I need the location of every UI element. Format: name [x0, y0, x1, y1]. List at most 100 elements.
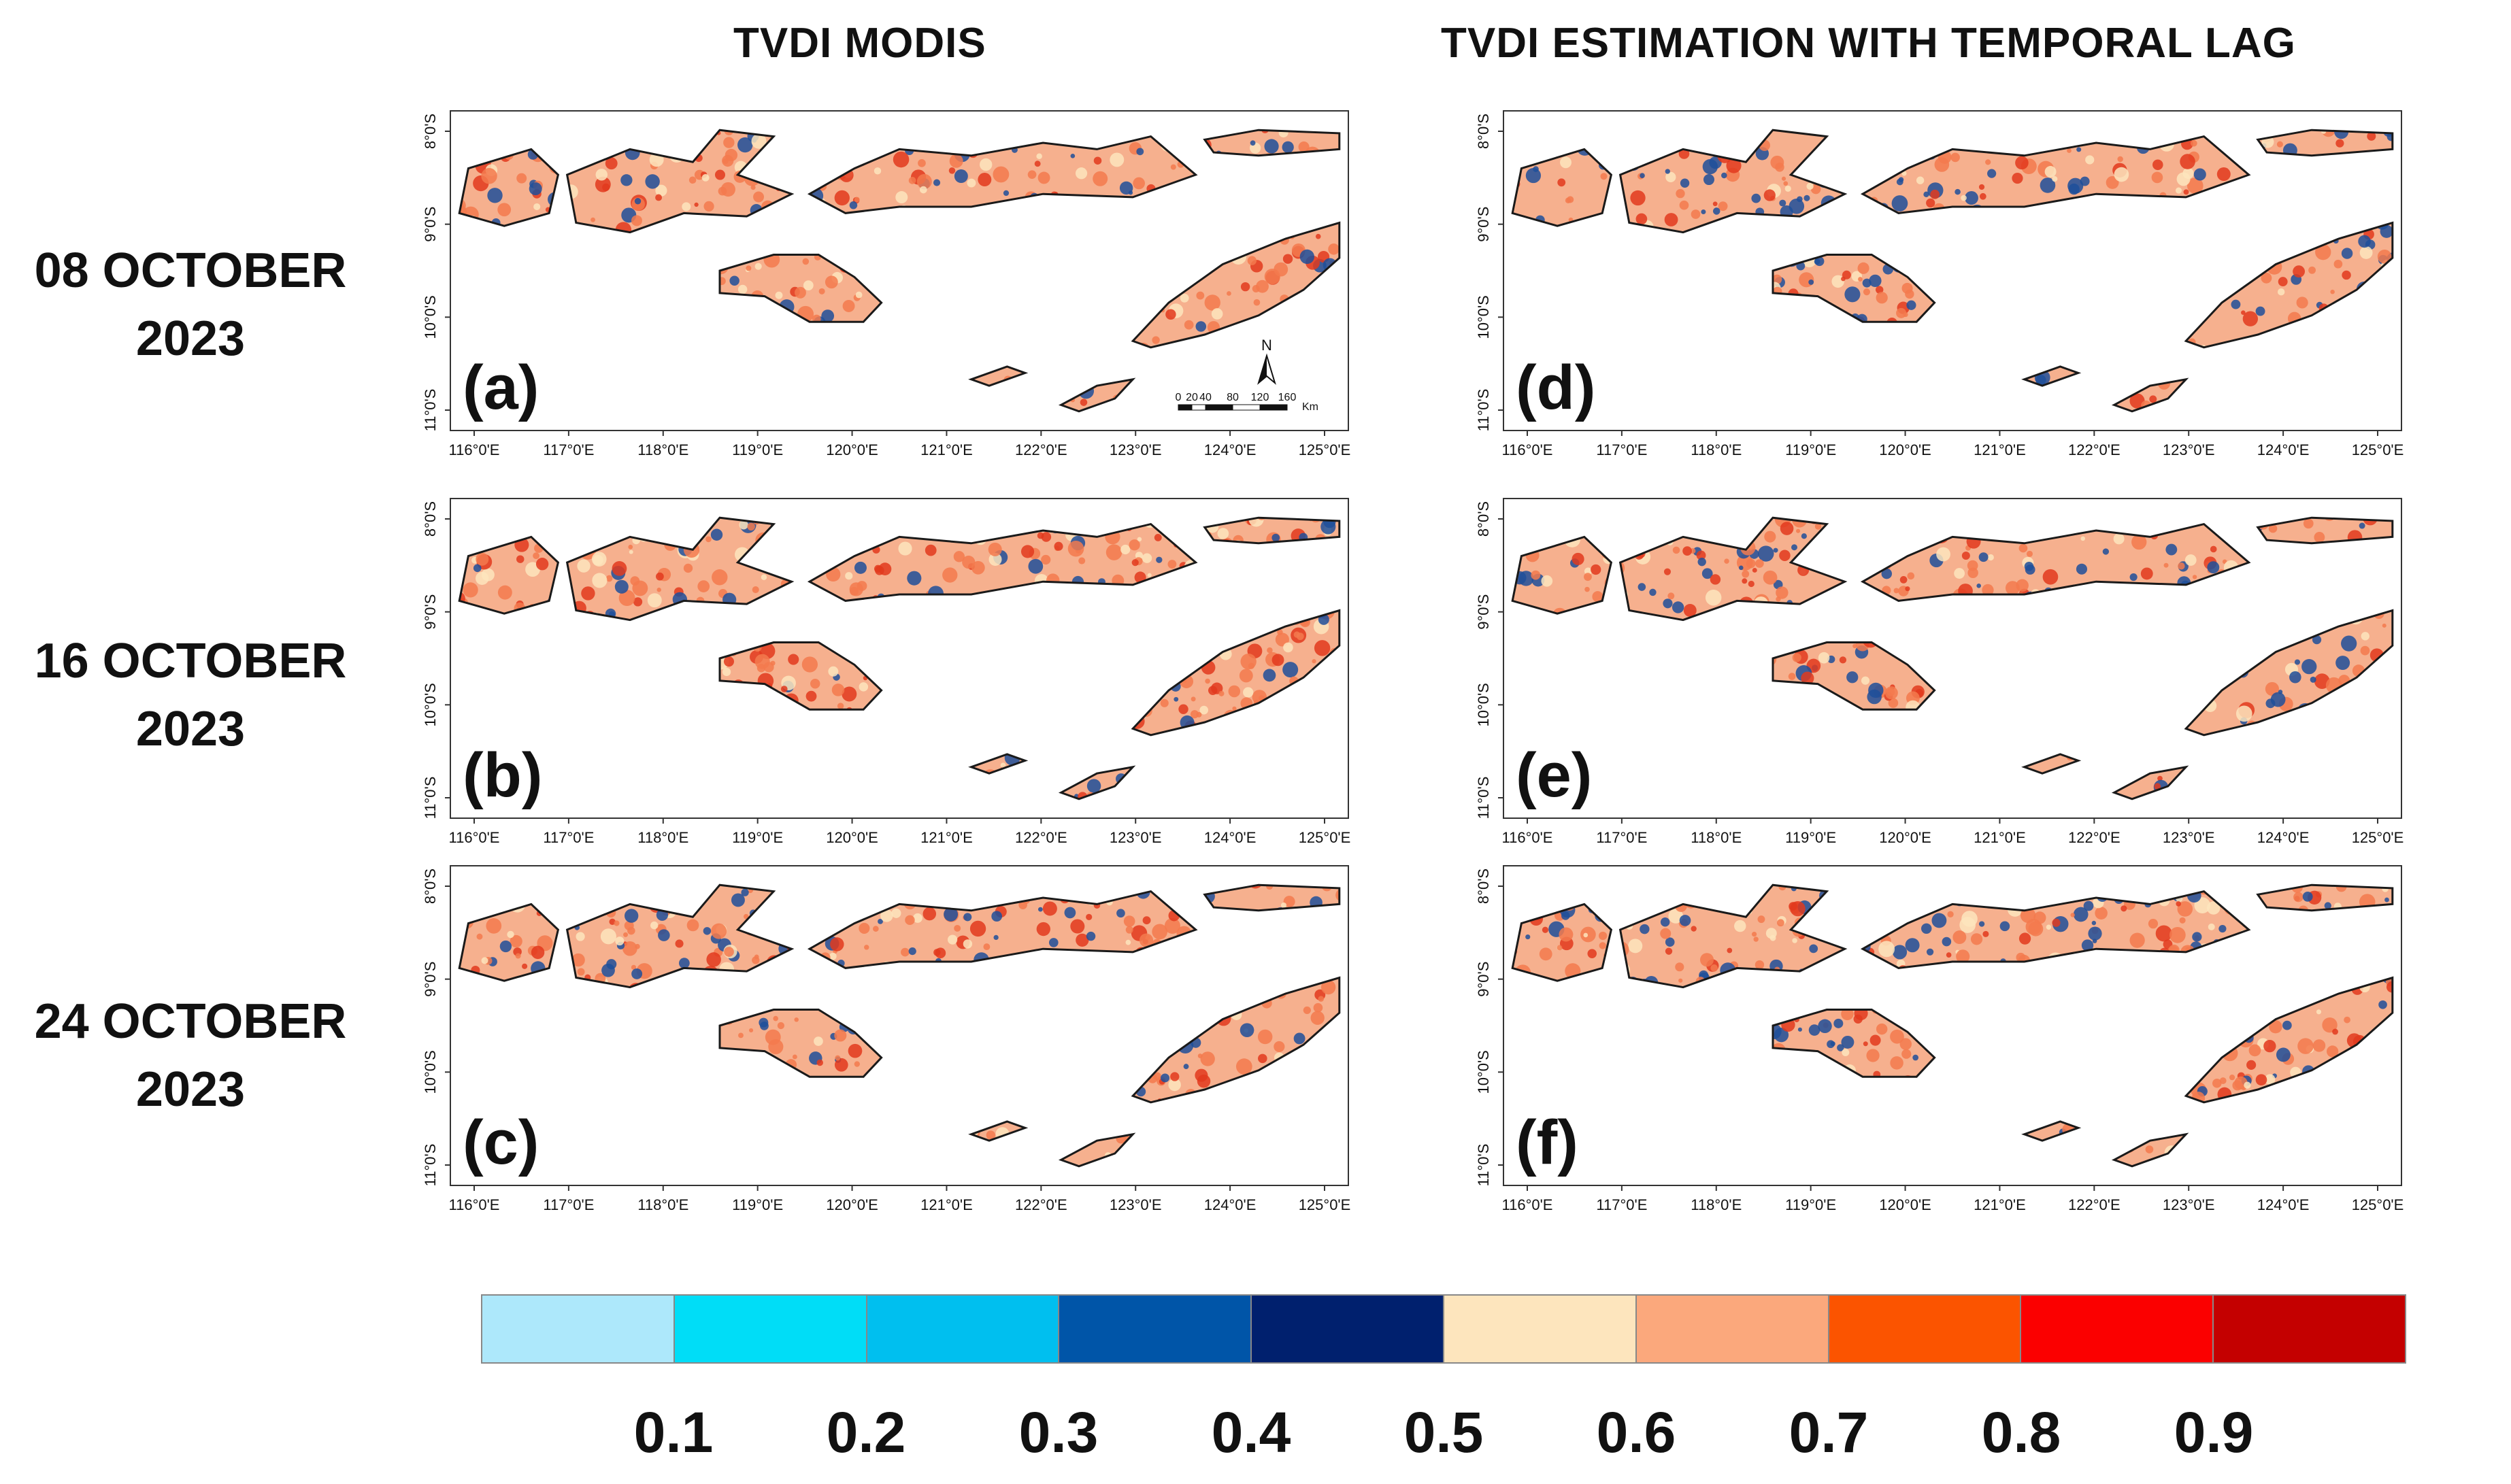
raster-pixel: [969, 920, 986, 937]
raster-pixel: [751, 133, 767, 149]
raster-pixel: [1936, 547, 1950, 562]
raster-pixel: [1003, 190, 1010, 197]
raster-pixel: [2255, 306, 2265, 316]
raster-pixel: [630, 576, 640, 586]
raster-pixel: [1776, 596, 1781, 602]
lon-tick-label: 117°0'E: [1596, 829, 1647, 846]
raster-pixel: [1806, 182, 1814, 190]
raster-pixel: [1312, 659, 1316, 664]
lon-tick-label: 123°0'E: [1110, 1196, 1162, 1213]
lat-tick-label: 10°0'S: [422, 295, 439, 339]
raster-pixel: [2242, 311, 2259, 326]
raster-pixel: [1587, 949, 1597, 958]
raster-pixel: [1979, 192, 1986, 200]
raster-pixel: [1274, 1041, 1285, 1053]
raster-pixel: [1710, 574, 1721, 585]
raster-pixel: [773, 1015, 778, 1022]
raster-pixel: [650, 921, 659, 930]
raster-pixel: [842, 299, 855, 312]
raster-pixel: [1020, 545, 1035, 558]
raster-pixel: [507, 930, 514, 939]
raster-pixel: [1751, 193, 1761, 203]
raster-pixel: [1250, 140, 1256, 146]
raster-pixel: [1280, 902, 1287, 909]
raster-pixel: [476, 552, 489, 566]
raster-pixel: [1721, 172, 1727, 179]
raster-pixel: [991, 911, 1002, 922]
raster-pixel: [761, 574, 767, 581]
north-arrow-half-icon: [1259, 356, 1267, 383]
raster-pixel: [1679, 200, 1689, 210]
island-outline-rote: [1058, 765, 1136, 800]
raster-pixel: [1663, 568, 1672, 575]
raster-pixel: [878, 562, 892, 576]
lon-tick-label: 119°0'E: [732, 441, 783, 458]
raster-pixel: [1779, 550, 1791, 561]
raster-pixel: [1197, 1053, 1203, 1058]
raster-pixel: [1672, 546, 1680, 554]
raster-pixel: [1075, 167, 1088, 180]
raster-pixel: [1208, 686, 1218, 695]
raster-pixel: [2294, 659, 2301, 665]
lat-tick-label: 8°0'S: [422, 501, 439, 537]
lon-tick-label: 118°0'E: [637, 829, 688, 846]
raster-pixel: [515, 953, 521, 959]
raster-pixel: [848, 1043, 863, 1058]
raster-pixel: [1256, 280, 1269, 293]
raster-pixel: [895, 191, 908, 204]
raster-pixel: [1718, 201, 1728, 212]
raster-pixel: [697, 580, 710, 592]
lon-tick-label: 116°0'E: [449, 441, 500, 458]
lon-tick-label: 121°0'E: [920, 441, 973, 458]
island-outline-alor: [1203, 883, 1341, 912]
raster-pixel: [1036, 922, 1050, 937]
raster-pixel: [2341, 635, 2357, 652]
raster-pixel: [859, 922, 870, 934]
lon-tick-label: 120°0'E: [1879, 829, 1931, 846]
raster-pixel: [748, 1028, 754, 1032]
lon-tick-label: 118°0'E: [1691, 441, 1742, 458]
raster-pixel: [723, 656, 734, 667]
raster-pixel: [2024, 561, 2034, 571]
raster-pixel: [1814, 523, 1822, 530]
raster-pixel: [1886, 688, 1895, 696]
raster-pixel: [905, 915, 915, 926]
raster-pixel: [1196, 291, 1205, 300]
raster-pixel: [1863, 288, 1870, 296]
raster-pixel: [1600, 173, 1608, 180]
raster-pixel: [1779, 199, 1786, 207]
raster-pixel: [803, 280, 814, 290]
raster-pixel: [1263, 669, 1276, 682]
island-outline-flores: [1860, 135, 2251, 214]
raster-pixel: [2330, 289, 2335, 294]
raster-pixel: [1899, 576, 1908, 584]
raster-pixel: [2080, 536, 2086, 541]
raster-pixel: [1926, 198, 1935, 208]
lat-tick-label: 8°0'S: [422, 114, 439, 149]
raster-pixel: [2067, 178, 2084, 194]
raster-pixel: [1775, 163, 1784, 172]
raster-pixel: [2270, 692, 2286, 707]
lon-tick-label: 122°0'E: [2068, 829, 2121, 846]
raster-pixel: [1240, 654, 1257, 670]
raster-pixel: [925, 544, 937, 556]
raster-pixel: [1093, 171, 1108, 186]
raster-pixel: [988, 542, 1002, 556]
raster-pixel: [1795, 528, 1801, 533]
raster-pixel: [802, 258, 810, 265]
raster-pixel: [529, 182, 542, 196]
raster-pixel: [510, 934, 522, 948]
raster-pixel: [1867, 689, 1882, 705]
lon-tick-label: 123°0'E: [2163, 829, 2215, 846]
lon-tick-label: 122°0'E: [1015, 829, 1067, 846]
raster-pixel: [1814, 258, 1820, 265]
raster-pixel: [1691, 926, 1697, 932]
raster-pixel: [1955, 188, 1961, 195]
raster-pixel: [1165, 309, 1176, 320]
raster-pixel: [1893, 588, 1899, 594]
raster-pixel: [775, 291, 783, 299]
raster-pixel: [818, 288, 825, 294]
lon-tick-label: 119°0'E: [1785, 441, 1836, 458]
raster-pixel: [1116, 909, 1125, 918]
raster-pixel: [864, 945, 869, 950]
